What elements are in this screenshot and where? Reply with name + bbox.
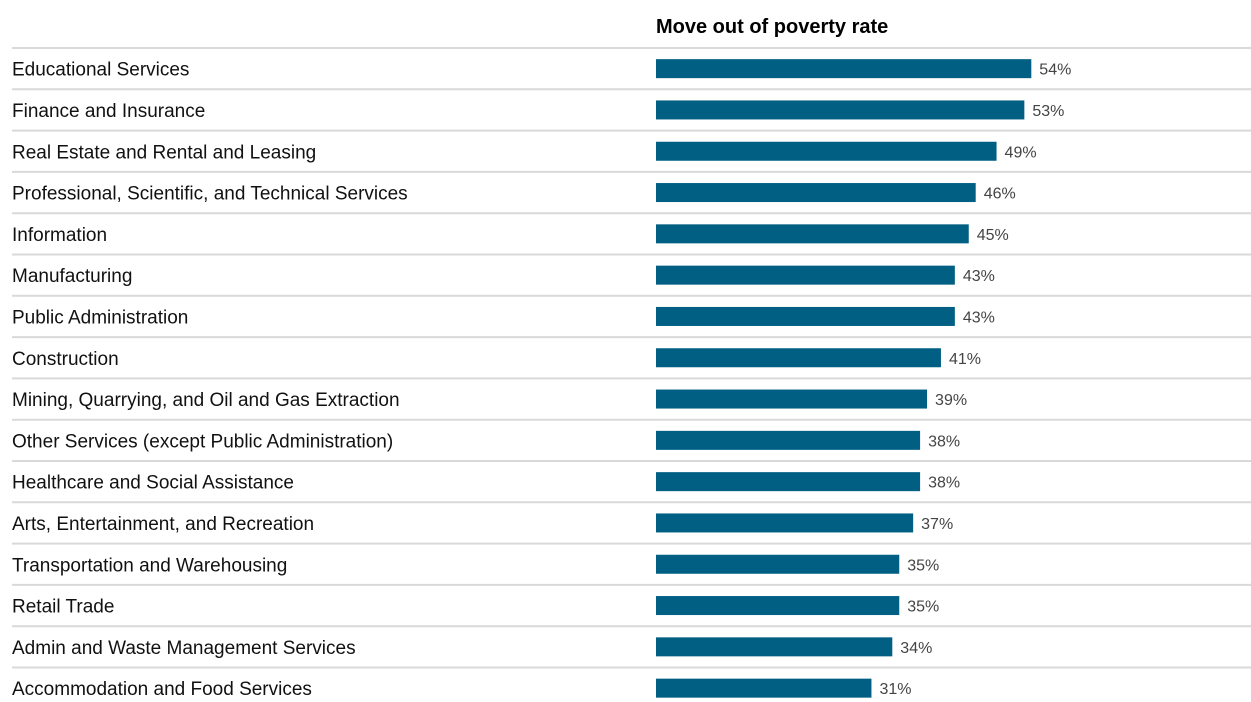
value-label: 38% [928, 475, 960, 492]
bar-row: Transportation and Warehousing 35% [12, 554, 1251, 586]
value-label: 35% [907, 599, 939, 616]
bar [656, 472, 921, 492]
bar [656, 59, 1032, 79]
value-label: 41% [949, 351, 981, 368]
bar [656, 389, 928, 409]
bar-row: Arts, Entertainment, and Recreation 37% [12, 513, 1251, 545]
bar [656, 141, 997, 161]
bar-row: Information 45% [12, 224, 1251, 256]
bar-row: Real Estate and Rental and Leasing 49% [12, 141, 1251, 173]
category-label: Retail Trade [12, 597, 114, 618]
bar-row: Educational Services 54% [12, 59, 1251, 91]
bar [656, 513, 914, 533]
value-label: 49% [1005, 144, 1037, 161]
bar-row: Retail Trade 35% [12, 596, 1251, 628]
category-label: Arts, Entertainment, and Recreation [12, 514, 314, 535]
category-label: Healthcare and Social Assistance [12, 473, 294, 494]
category-label: Manufacturing [12, 266, 132, 287]
value-label: 53% [1032, 103, 1064, 120]
bar [656, 637, 893, 657]
category-label: Construction [12, 349, 119, 370]
value-label: 38% [928, 433, 960, 450]
value-label: 34% [900, 640, 932, 657]
bar [656, 100, 1025, 120]
bar-row: Public Administration 43% [12, 306, 1251, 339]
value-label: 39% [935, 392, 967, 409]
bar-row: Construction 41% [12, 348, 1251, 380]
value-label: 54% [1039, 62, 1071, 79]
bar [656, 596, 900, 616]
bar [656, 554, 900, 574]
bar-row: Admin and Waste Management Services 34% [12, 637, 1251, 669]
value-label: 37% [921, 516, 953, 533]
bar-row: Other Services (except Public Administra… [12, 430, 1251, 462]
bar-row: Professional, Scientific, and Technical … [12, 183, 1251, 215]
bar-row: Manufacturing 43% [12, 265, 1251, 297]
category-label: Public Administration [12, 307, 188, 328]
bar [656, 265, 955, 285]
category-label: Finance and Insurance [12, 101, 205, 122]
category-label: Transportation and Warehousing [12, 555, 287, 576]
bar [656, 678, 872, 698]
value-label: 35% [907, 557, 939, 574]
category-label: Mining, Quarrying, and Oil and Gas Extra… [12, 390, 400, 411]
value-label: 46% [984, 186, 1016, 203]
chart-rows: Educational Services 54% Finance and Insur… [12, 47, 1251, 700]
category-label: Professional, Scientific, and Technical … [12, 184, 408, 205]
category-label: Other Services (except Public Administra… [12, 431, 393, 452]
category-label: Admin and Waste Management Services [12, 638, 356, 659]
bar-row: Healthcare and Social Assistance 38% [12, 472, 1251, 504]
bar [656, 224, 969, 244]
category-label: Educational Services [12, 60, 189, 81]
category-label: Accommodation and Food Services [12, 679, 312, 700]
value-label: 31% [879, 681, 911, 698]
chart-title: Move out of poverty rate [656, 16, 888, 38]
bar-row: Mining, Quarrying, and Oil and Gas Extra… [12, 389, 1251, 421]
value-label: 45% [977, 227, 1009, 244]
bar [656, 306, 955, 326]
category-label: Information [12, 225, 107, 246]
bar-row: Finance and Insurance 53% [12, 100, 1251, 132]
bar [656, 430, 921, 450]
value-label: 43% [963, 268, 995, 285]
bar [656, 183, 976, 203]
bar-row: Accommodation and Food Services 31% [12, 678, 911, 700]
value-label: 43% [963, 309, 995, 326]
category-label: Real Estate and Rental and Leasing [12, 142, 316, 163]
bar [656, 348, 941, 368]
